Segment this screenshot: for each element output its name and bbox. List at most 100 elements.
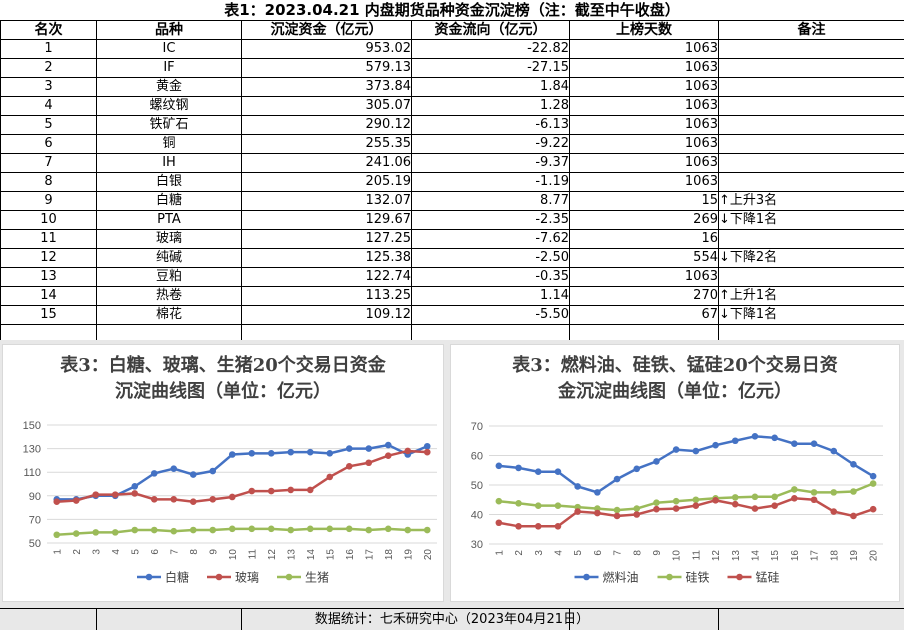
name-cell: 热卷 [97,287,242,306]
flow-cell: -9.22 [412,135,570,154]
data-point [633,465,640,472]
fund-cell: 127.25 [242,230,412,249]
fund-cell: 125.38 [242,249,412,268]
data-point [771,435,778,442]
data-point [830,448,837,455]
name-cell: PTA [97,211,242,230]
x-tick-label: 1 [52,549,63,555]
x-tick-label: 5 [130,549,141,555]
days-cell: 1063 [570,268,719,287]
x-tick-label: 12 [711,550,722,562]
days-cell: 1063 [570,135,719,154]
fund-cell: 129.67 [242,211,412,230]
y-tick-label: 70 [29,514,41,526]
data-point [170,496,177,503]
legend-label: 燃料油 [603,570,639,585]
fund-cell: 205.19 [242,173,412,192]
data-point [346,445,353,452]
legend-marker [286,574,293,581]
header-row: 名次 品种 沉淀资金（亿元） 资金流向（亿元） 上榜天数 备注 [1,21,904,40]
y-tick-label: 70 [471,421,483,433]
data-point [424,449,431,456]
y-tick-label: 110 [23,467,41,479]
x-tick-label: 9 [652,550,663,556]
x-tick-label: 7 [613,550,624,556]
legend-marker [736,574,743,581]
data-point [170,528,177,535]
data-point [830,489,837,496]
data-point [732,494,739,501]
days-cell: 1063 [570,59,719,78]
data-point [496,463,503,470]
data-point [811,489,818,496]
x-tick-label: 7 [169,549,180,555]
fund-cell: 305.07 [242,97,412,116]
fund-cell: 255.35 [242,135,412,154]
flow-cell: -5.50 [412,306,570,325]
flow-cell: 1.14 [412,287,570,306]
name-cell: 铜 [97,135,242,154]
data-point [307,526,314,533]
legend-label: 硅铁 [686,571,710,585]
x-tick-label: 3 [91,549,102,555]
footer-row: 数据统计：七禾研究中心（2023年04月21日） [0,608,904,630]
y-tick-label: 130 [23,444,41,456]
rank-cell: 10 [1,211,97,230]
name-cell: IH [97,154,242,173]
data-point [574,508,581,515]
data-point [515,523,522,530]
data-point [131,527,138,534]
data-point [73,497,80,504]
data-point [535,468,542,475]
data-point [307,487,314,494]
data-point [190,498,197,505]
data-point [870,506,877,513]
y-tick-label: 30 [471,539,483,551]
data-point [365,445,372,452]
note-cell: ↑上升3名 [719,192,904,211]
x-tick-label: 16 [345,549,356,561]
data-point [850,488,857,495]
name-cell: IC [97,40,242,59]
header-rank: 名次 [1,21,97,40]
x-tick-label: 3 [534,550,545,556]
data-point [515,500,522,507]
rank-cell: 12 [1,249,97,268]
days-cell: 15 [570,192,719,211]
data-point [365,459,372,466]
flow-cell: -2.50 [412,249,570,268]
x-tick-label: 17 [364,549,375,561]
data-point [673,498,680,505]
header-days: 上榜天数 [570,21,719,40]
x-tick-label: 10 [228,549,239,561]
data-point [673,505,680,512]
data-point [151,527,158,534]
data-point [653,499,660,506]
y-tick-label: 60 [471,451,483,463]
days-cell: 1063 [570,154,719,173]
name-cell: 螺纹钢 [97,97,242,116]
x-tick-label: 18 [829,550,840,562]
note-cell [719,135,904,154]
fund-cell: 373.84 [242,78,412,97]
note-cell [719,59,904,78]
data-point [771,502,778,509]
data-point [535,523,542,530]
legend-marker [666,574,673,581]
x-tick-label: 1 [494,550,505,556]
data-point [594,489,601,496]
